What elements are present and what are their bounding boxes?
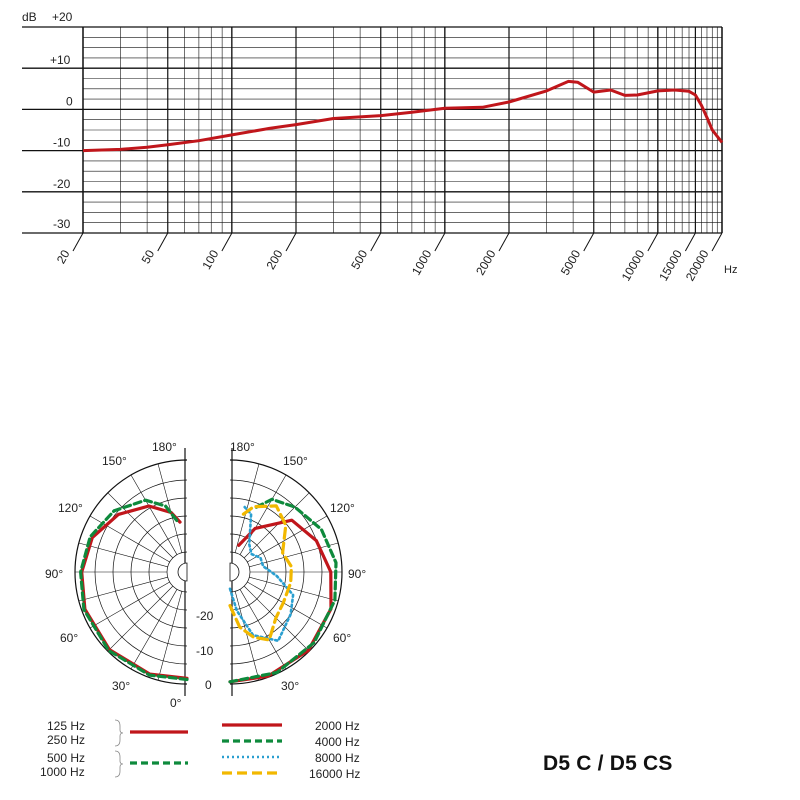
polar-spoke: [130, 474, 178, 555]
polar-spoke: [157, 463, 183, 553]
polar-spoke: [107, 585, 174, 652]
polar-radial-tick: -20: [196, 609, 214, 623]
fr-x-tick-label: 20: [54, 247, 73, 266]
fr-x-tick: [498, 232, 510, 252]
fr-x-tick: [711, 232, 723, 252]
polar-right-half: [229, 448, 343, 696]
polar-angle-label-right: 150°: [283, 454, 308, 468]
polar-series-4: [228, 497, 338, 684]
fr-y-axis: +20 +10 0 -10 -20 -30: [50, 10, 73, 231]
fr-series-line: [82, 79, 724, 153]
legend-right-4: 16000 Hz: [309, 767, 361, 781]
fr-x-tick-label: 1000: [409, 247, 435, 277]
polar-spoke: [247, 581, 328, 629]
polar-angle-label-left: 0°: [170, 696, 182, 710]
fr-x-tick: [72, 232, 84, 252]
legend-left-2-line-b: 1000 Hz: [40, 765, 85, 779]
fr-y-tick-label: +20: [52, 10, 73, 24]
fr-x-tick-label: 5000: [558, 247, 584, 277]
polar-center: [177, 562, 188, 582]
fr-x-tick-label: 100: [199, 247, 221, 272]
polar-angle-label-left: 120°: [58, 501, 83, 515]
fr-x-tick-label: 2000: [473, 247, 499, 277]
legend-left-2-line-a: 500 Hz: [47, 751, 86, 765]
fr-x-tick: [684, 232, 696, 252]
polar-spoke: [78, 542, 168, 568]
polar-series-2: [79, 498, 189, 682]
legend-brace: [114, 719, 124, 747]
polar-spoke: [89, 581, 170, 629]
fr-x-tick: [647, 232, 659, 252]
polar-angle-label-right: 180°: [230, 440, 255, 454]
polar-spoke: [249, 542, 339, 568]
legend-swatches: [114, 719, 282, 778]
polar-angle-label-left: 30°: [112, 679, 130, 693]
frequency-response-chart: +20 +10 0 -10 -20 -30 dB 20 50 100 200 500 1000 200…: [22, 10, 737, 283]
polar-center: [229, 562, 240, 582]
polar-radial-tick: 0: [205, 678, 212, 692]
polar-angle-label-right: 30°: [281, 679, 299, 693]
fr-x-tick-label: 15000: [656, 247, 685, 283]
legend-left-1-line-b: 250 Hz: [47, 733, 86, 747]
polar-radial-tick: -10: [196, 644, 214, 658]
fr-x-tick-label: 50: [139, 247, 158, 266]
polar-series-6: [228, 504, 293, 642]
legend-left-1-line-a: 125 Hz: [47, 719, 86, 733]
polar-spoke: [130, 589, 178, 670]
polar-angle-label-right: 120°: [330, 501, 355, 515]
polar-pattern-chart: 180° 180° 150° 150° 120° 120° 90° 90° 60° 60° 30° 3…: [45, 440, 366, 778]
polar-spoke: [243, 492, 310, 559]
fr-x-tick: [285, 232, 297, 252]
legend-right-2: 4000 Hz: [315, 735, 360, 749]
legend-right-3: 8000 Hz: [315, 751, 360, 765]
polar-angle-label-right: 90°: [348, 567, 366, 581]
fr-x-tick-label: 10000: [619, 247, 648, 283]
polar-angle-label-right: 60°: [333, 631, 351, 645]
polar-angle-label-left: 150°: [102, 454, 127, 468]
fr-x-tick-label: 500: [348, 247, 370, 272]
fr-x-tick: [434, 232, 446, 252]
fr-x-tick-label: 200: [263, 247, 285, 272]
fr-x-tick: [370, 232, 382, 252]
fr-y-tick-label: -20: [53, 177, 71, 191]
fr-x-axis-unit: Hz: [724, 264, 737, 276]
legend-brace: [114, 750, 124, 778]
fr-x-tick: [583, 232, 595, 252]
fr-x-tick: [157, 232, 169, 252]
fr-y-tick-label: +10: [50, 53, 71, 67]
polar-ring: [229, 551, 251, 593]
polar-ring: [166, 551, 188, 593]
polar-spoke: [107, 492, 174, 559]
polar-spoke: [234, 591, 260, 681]
polar-spoke: [249, 576, 339, 602]
polar-spoke: [239, 589, 287, 670]
legend-right-1: 2000 Hz: [315, 719, 360, 733]
fr-y-tick-label: -10: [53, 136, 71, 150]
polar-angle-label-left: 90°: [45, 567, 63, 581]
polar-angle-label-left: 180°: [152, 440, 177, 454]
polar-angle-label-left: 60°: [60, 631, 78, 645]
fr-x-tick: [221, 232, 233, 252]
fr-x-tick-label: 20000: [683, 247, 712, 283]
fr-y-tick-label: 0: [66, 94, 73, 108]
polar-spoke: [157, 591, 183, 681]
polar-left-half: [74, 448, 188, 696]
polar-curves: [79, 497, 338, 684]
fr-grid: [22, 26, 723, 234]
polar-labels: 180° 180° 150° 150° 120° 120° 90° 90° 60° 60° 30° 3…: [45, 440, 366, 710]
fr-y-axis-unit: dB: [22, 10, 37, 24]
model-name: D5 C / D5 CS: [543, 752, 673, 775]
polar-spoke: [239, 474, 287, 555]
polar-spoke: [78, 576, 168, 602]
fr-y-tick-label: -30: [53, 217, 71, 231]
